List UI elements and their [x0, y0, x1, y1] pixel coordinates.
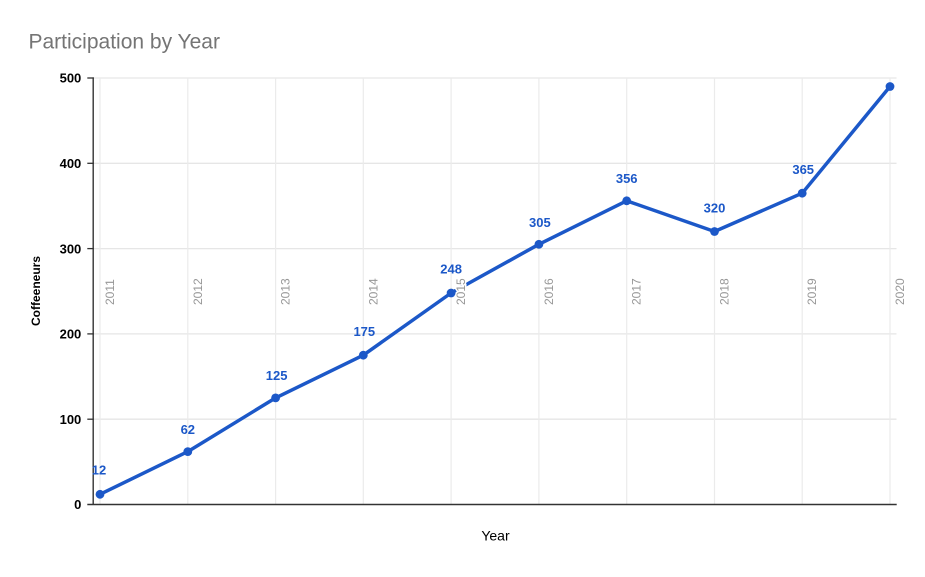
svg-text:365: 365 [792, 162, 814, 177]
svg-text:62: 62 [181, 422, 195, 437]
svg-text:320: 320 [704, 201, 726, 216]
svg-text:356: 356 [616, 171, 638, 186]
svg-text:2020: 2020 [893, 278, 907, 305]
svg-text:2011: 2011 [103, 279, 117, 305]
svg-text:2012: 2012 [191, 278, 205, 305]
svg-text:2018: 2018 [718, 278, 732, 305]
svg-text:200: 200 [60, 327, 82, 342]
svg-text:400: 400 [60, 156, 82, 171]
svg-text:300: 300 [60, 241, 82, 256]
svg-text:248: 248 [440, 262, 462, 277]
svg-text:100: 100 [60, 412, 82, 427]
svg-text:2015: 2015 [454, 278, 468, 305]
svg-text:2017: 2017 [630, 278, 644, 305]
svg-text:175: 175 [353, 324, 375, 339]
svg-text:305: 305 [529, 215, 551, 230]
svg-text:500: 500 [60, 71, 82, 86]
svg-text:2014: 2014 [366, 278, 380, 305]
svg-text:2019: 2019 [805, 278, 819, 305]
svg-text:Coffeeneurs: Coffeeneurs [29, 256, 43, 326]
svg-text:Year: Year [481, 528, 510, 544]
svg-text:Participation by Year: Participation by Year [29, 30, 220, 53]
svg-text:125: 125 [266, 368, 288, 383]
svg-text:2016: 2016 [542, 278, 556, 305]
svg-text:12: 12 [92, 463, 106, 478]
svg-text:2013: 2013 [279, 278, 293, 305]
svg-text:0: 0 [74, 497, 81, 512]
